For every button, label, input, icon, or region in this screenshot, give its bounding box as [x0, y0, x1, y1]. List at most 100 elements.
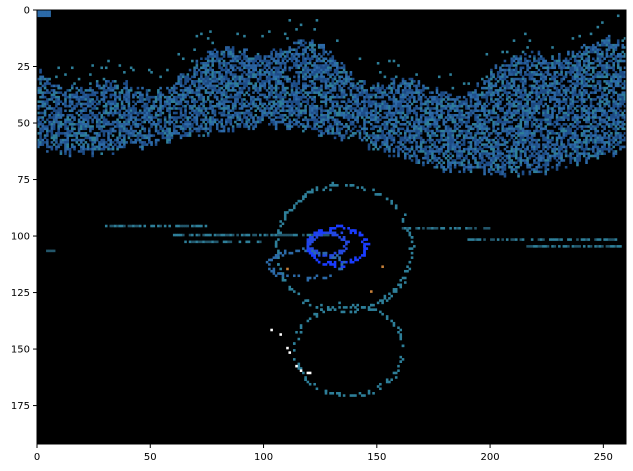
wave-pixel	[363, 123, 366, 126]
wave-pixel	[37, 120, 40, 124]
wave-pixel	[496, 168, 500, 171]
wave-pixel	[306, 120, 310, 124]
wave-pixel	[555, 141, 559, 144]
wave-pixel	[188, 107, 192, 110]
wave-pixel	[444, 138, 448, 142]
wave-pixel	[236, 32, 239, 36]
wave-pixel	[179, 84, 183, 88]
wave-pixel	[428, 95, 432, 99]
wave-pixel	[370, 89, 373, 92]
wave-pixel	[331, 61, 335, 65]
wave-pixel	[304, 95, 307, 99]
wave-pixel	[503, 175, 507, 178]
wave-pixel	[437, 113, 441, 117]
wave-pixel	[336, 125, 339, 128]
wave-pixel	[129, 107, 133, 110]
wave-pixel	[95, 91, 99, 94]
wave-pixel	[492, 154, 495, 158]
wave-pixel	[202, 118, 205, 122]
wave-pixel	[102, 138, 106, 142]
wave-pixel	[52, 136, 56, 140]
wave-pixel	[118, 132, 122, 135]
wave-pixel	[494, 145, 498, 149]
wave-pixel	[392, 136, 396, 140]
wave-pixel	[206, 107, 210, 110]
wave-pixel	[451, 145, 455, 149]
wave-pixel	[483, 109, 486, 113]
wave-pixel	[168, 127, 171, 131]
wave-pixel	[247, 68, 251, 72]
wave-pixel	[388, 147, 391, 151]
wave-pixel	[370, 86, 373, 90]
wave-pixel	[419, 104, 423, 108]
wave-pixel	[134, 125, 137, 128]
wave-pixel	[109, 107, 113, 110]
wave-pixel	[485, 150, 489, 153]
wave-pixel	[449, 170, 452, 174]
wave-pixel	[193, 109, 196, 113]
wave-pixel	[193, 80, 196, 83]
wave-pixel	[295, 61, 298, 65]
wave-pixel	[227, 77, 230, 81]
wave-pixel	[431, 129, 434, 133]
wave-pixel	[109, 84, 113, 88]
wave-pixel	[98, 134, 101, 137]
wave-pixel	[245, 91, 248, 94]
wave-pixel	[501, 73, 504, 76]
wave-pixel	[109, 93, 113, 97]
wave-pixel	[59, 132, 63, 135]
wave-pixel	[460, 120, 464, 124]
wave-pixel	[277, 111, 280, 115]
wave-pixel	[302, 93, 305, 97]
wave-pixel	[394, 125, 398, 128]
wave-pixel	[179, 125, 183, 128]
wave-pixel	[265, 61, 269, 65]
wave-pixel	[141, 145, 144, 149]
wave-pixel	[304, 100, 307, 103]
wave-pixel	[302, 89, 305, 92]
wave-pixel	[544, 161, 548, 165]
wave-pixel	[102, 100, 106, 103]
wave-pixel	[120, 134, 124, 137]
wave-pixel	[249, 82, 253, 85]
wave-pixel	[376, 89, 380, 92]
wave-pixel	[519, 73, 523, 76]
wave-pixel	[66, 138, 70, 142]
wave-pixel	[406, 120, 409, 124]
wave-pixel	[206, 127, 210, 131]
wave-pixel	[213, 71, 217, 74]
wave-pixel	[213, 59, 217, 63]
wave-pixel	[206, 57, 210, 61]
wave-pixel	[179, 100, 183, 103]
wave-pixel	[528, 170, 532, 174]
wave-pixel	[385, 102, 389, 106]
wave-pixel	[331, 64, 335, 67]
wave-pixel	[326, 132, 330, 135]
wave-pixel	[347, 136, 350, 140]
wave-pixel	[551, 82, 554, 85]
wave-pixel	[154, 125, 158, 128]
wave-pixel	[317, 116, 321, 119]
wave-pixel	[528, 132, 532, 135]
wave-pixel	[460, 152, 464, 155]
wave-pixel	[218, 71, 221, 74]
wave-pixel	[306, 123, 310, 126]
wave-pixel	[360, 109, 364, 113]
wave-pixel	[403, 82, 407, 85]
wave-pixel	[481, 129, 484, 133]
wave-pixel	[358, 132, 362, 135]
wave-pixel	[168, 123, 171, 126]
wave-pixel	[428, 116, 432, 119]
wave-pixel	[166, 100, 169, 103]
wave-pixel	[70, 120, 74, 124]
wave-pixel	[206, 98, 210, 101]
wave-pixel	[512, 80, 516, 83]
wave-pixel	[515, 100, 518, 103]
wave-pixel	[41, 95, 45, 99]
wave-pixel	[510, 120, 514, 124]
wave-pixel	[145, 143, 149, 146]
wave-pixel	[191, 113, 194, 117]
wave-pixel	[469, 170, 473, 174]
wave-pixel	[86, 134, 90, 137]
wave-pixel	[485, 95, 489, 99]
